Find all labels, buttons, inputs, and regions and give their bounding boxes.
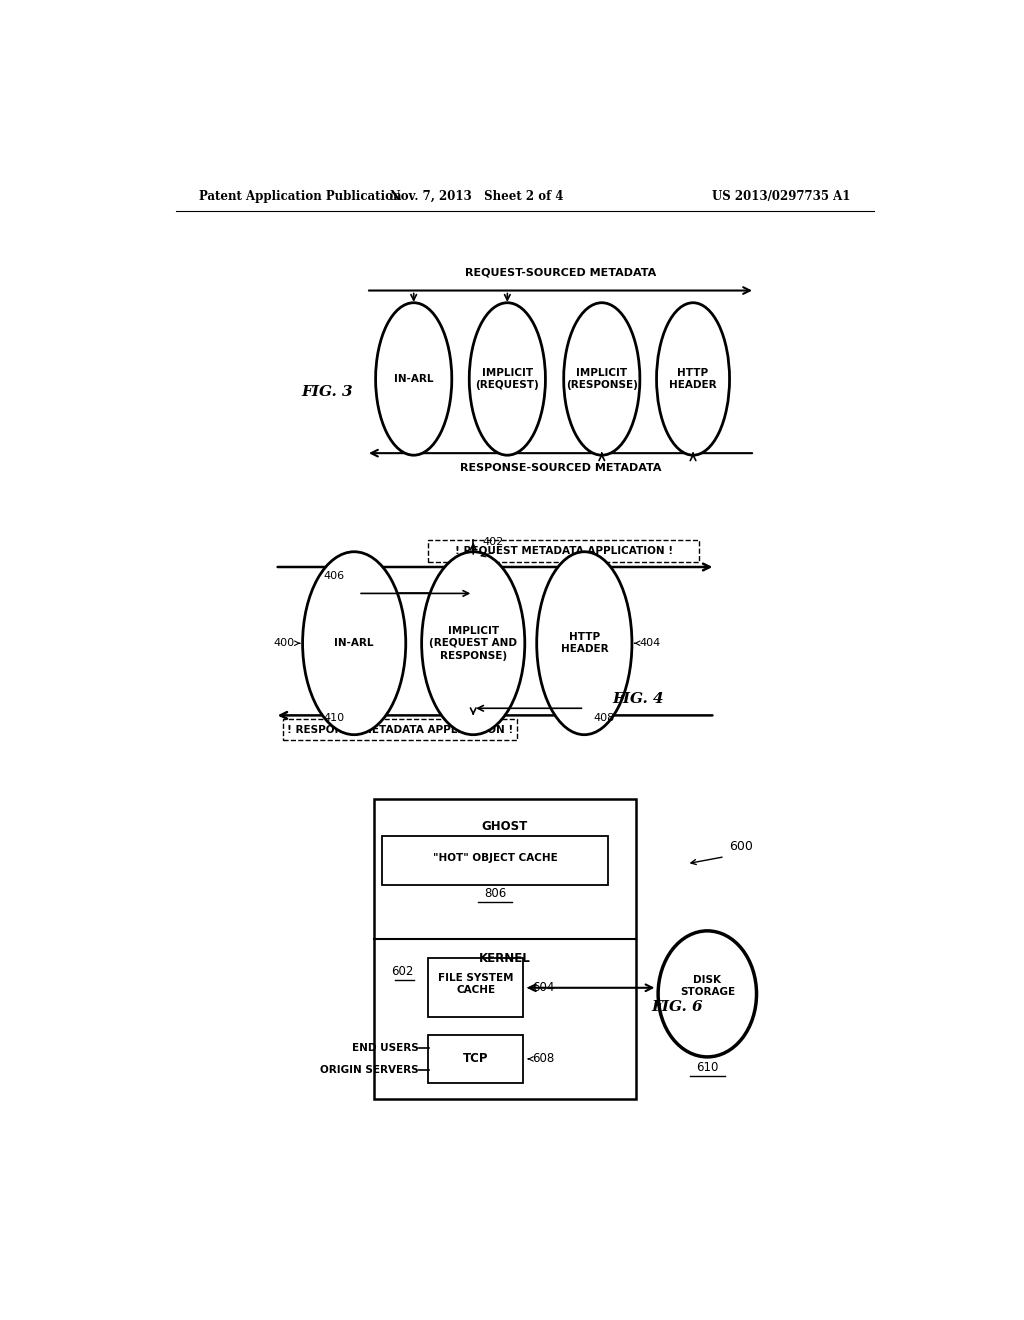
Bar — [428, 958, 523, 1018]
Text: END USERS: END USERS — [351, 1043, 419, 1053]
Bar — [428, 540, 699, 562]
Ellipse shape — [303, 552, 406, 735]
Text: 400: 400 — [273, 639, 295, 648]
Text: 610: 610 — [696, 1061, 719, 1074]
Text: US 2013/0297735 A1: US 2013/0297735 A1 — [712, 190, 850, 202]
Ellipse shape — [656, 302, 729, 455]
Text: HTTP
HEADER: HTTP HEADER — [670, 368, 717, 391]
Text: GHOST: GHOST — [482, 820, 528, 833]
Bar — [283, 719, 517, 739]
Text: ! REQUEST METADATA APPLICATION !: ! REQUEST METADATA APPLICATION ! — [455, 545, 673, 556]
Ellipse shape — [537, 552, 632, 735]
Text: 600: 600 — [729, 840, 753, 853]
Text: RESPONSE-SOURCED METADATA: RESPONSE-SOURCED METADATA — [460, 463, 662, 474]
Ellipse shape — [422, 552, 524, 735]
Text: IN-ARL: IN-ARL — [335, 639, 374, 648]
Text: IMPLICIT
(RESPONSE): IMPLICIT (RESPONSE) — [566, 368, 638, 391]
Text: FIG. 6: FIG. 6 — [652, 1001, 703, 1014]
Text: FIG. 3: FIG. 3 — [301, 385, 352, 399]
Bar — [428, 1035, 523, 1084]
Ellipse shape — [563, 302, 640, 455]
Bar — [374, 799, 636, 1098]
Text: DISK
STORAGE: DISK STORAGE — [680, 974, 735, 997]
Text: 404: 404 — [640, 639, 662, 648]
Text: 406: 406 — [324, 572, 345, 581]
Text: 608: 608 — [531, 1052, 554, 1065]
Bar — [382, 837, 608, 886]
Text: FIG. 4: FIG. 4 — [612, 692, 664, 706]
Text: IN-ARL: IN-ARL — [394, 374, 433, 384]
Text: 402: 402 — [482, 537, 504, 546]
Ellipse shape — [658, 931, 757, 1057]
Text: KERNEL: KERNEL — [479, 952, 530, 965]
Text: 806: 806 — [484, 887, 506, 900]
Text: 410: 410 — [324, 713, 345, 723]
Text: "HOT" OBJECT CACHE: "HOT" OBJECT CACHE — [433, 853, 557, 863]
Text: IMPLICIT
(REQUEST): IMPLICIT (REQUEST) — [475, 368, 540, 391]
Text: Patent Application Publication: Patent Application Publication — [200, 190, 402, 202]
Text: TCP: TCP — [463, 1052, 488, 1065]
Text: 604: 604 — [531, 981, 554, 994]
Text: HTTP
HEADER: HTTP HEADER — [560, 632, 608, 655]
Ellipse shape — [376, 302, 452, 455]
Text: Nov. 7, 2013   Sheet 2 of 4: Nov. 7, 2013 Sheet 2 of 4 — [390, 190, 564, 202]
Text: 408: 408 — [594, 713, 615, 723]
Text: FILE SYSTEM
CACHE: FILE SYSTEM CACHE — [438, 973, 513, 995]
Text: IMPLICIT
(REQUEST AND
RESPONSE): IMPLICIT (REQUEST AND RESPONSE) — [429, 626, 517, 660]
Text: ORIGIN SERVERS: ORIGIN SERVERS — [319, 1065, 419, 1074]
Ellipse shape — [469, 302, 546, 455]
Text: REQUEST-SOURCED METADATA: REQUEST-SOURCED METADATA — [465, 268, 656, 277]
Text: ! RESPONSE METADATA APPLICATION !: ! RESPONSE METADATA APPLICATION ! — [287, 725, 513, 735]
Text: 602: 602 — [391, 965, 414, 978]
